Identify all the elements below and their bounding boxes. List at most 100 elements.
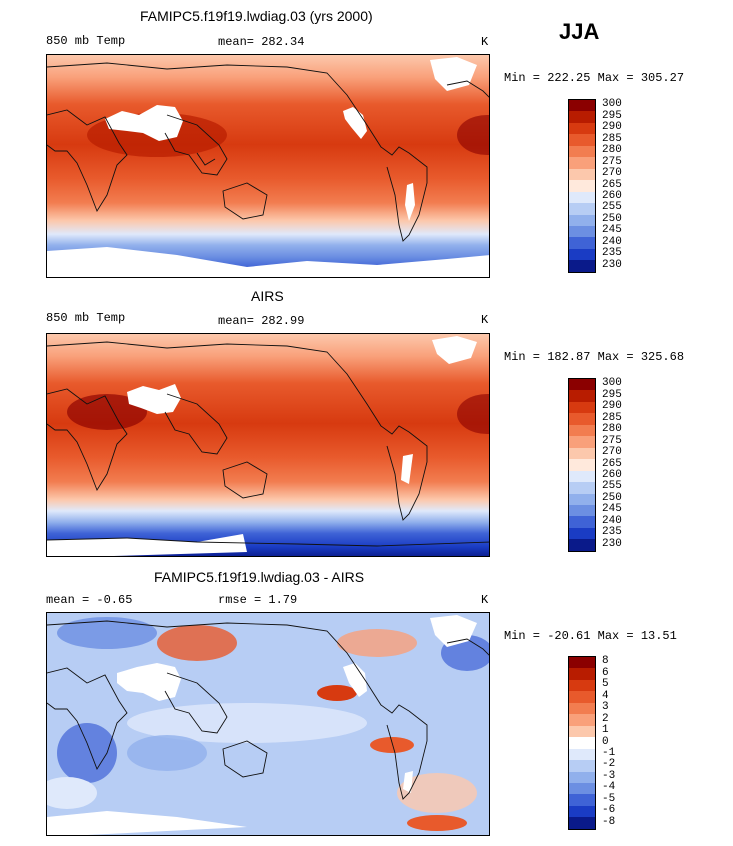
panel2-field — [47, 334, 489, 556]
panel3-colorbar — [568, 656, 596, 830]
panel3-title: FAMIPC5.f19f19.lwdiag.03 - AIRS — [154, 569, 365, 585]
colorbar-tick-label: 260 — [602, 189, 622, 202]
colorbar-swatch — [569, 470, 595, 483]
colorbar-swatch — [569, 691, 595, 703]
panel1-andes-mask — [405, 183, 415, 221]
colorbar-swatch — [569, 436, 595, 448]
colorbar-tick-label: -2 — [602, 758, 616, 771]
colorbar-tick-label: 250 — [602, 212, 622, 225]
colorbar-tick-label: 275 — [602, 155, 622, 168]
colorbar-swatch — [569, 379, 595, 391]
colorbar-tick-label: 285 — [602, 132, 622, 145]
colorbar-swatch — [569, 714, 595, 726]
colorbar-tick-label: 250 — [602, 491, 622, 504]
colorbar-swatch — [569, 413, 595, 425]
panel1-antarctica-mask — [47, 247, 489, 277]
colorbar-tick-label: -8 — [602, 815, 616, 828]
colorbar-swatch — [569, 225, 595, 238]
colorbar-tick-label: 3 — [602, 701, 609, 714]
colorbar-swatch — [569, 168, 595, 181]
colorbar-swatch — [569, 214, 595, 226]
colorbar-swatch — [569, 748, 595, 761]
panel1-tibet-mask — [105, 105, 183, 141]
colorbar-swatch — [569, 679, 595, 692]
panel3-anomalies — [47, 617, 489, 831]
colorbar-swatch — [569, 191, 595, 204]
panel2-tibet-mask — [127, 384, 181, 414]
colorbar-swatch — [569, 771, 595, 783]
panel2-mean-label: mean= 282.99 — [218, 314, 305, 328]
colorbar-tick-label: 6 — [602, 666, 609, 679]
panel3-map — [46, 612, 490, 836]
colorbar-swatch — [569, 539, 595, 551]
colorbar-swatch — [569, 482, 595, 494]
panel1-variable-label: 850 mb Temp — [46, 34, 126, 48]
panel1-mean-label: mean= 282.34 — [218, 35, 305, 49]
colorbar-tick-label: -3 — [602, 769, 616, 782]
colorbar-tick-label: 240 — [602, 514, 622, 527]
colorbar-tick-label: 265 — [602, 457, 622, 470]
colorbar-tick-label: 245 — [602, 503, 622, 516]
panel2-units: K — [481, 313, 489, 327]
colorbar-tick-label: -1 — [602, 746, 616, 759]
colorbar-tick-label: 270 — [602, 446, 622, 459]
colorbar-tick-label: 270 — [602, 167, 622, 180]
colorbar-tick-label: -6 — [602, 804, 616, 817]
panel3-minmax: Min = -20.61 Max = 13.51 — [504, 629, 677, 643]
colorbar-tick-label: 260 — [602, 468, 622, 481]
colorbar-swatch — [569, 424, 595, 437]
panel1-map — [46, 54, 490, 278]
colorbar-tick-label: 295 — [602, 109, 622, 122]
panel3-antarctica-mask — [47, 811, 247, 835]
panel1-rockies-mask — [343, 107, 367, 139]
season-label: JJA — [559, 19, 600, 44]
colorbar-tick-label: 230 — [602, 537, 622, 550]
panel2-antarctica-mask — [47, 534, 247, 556]
colorbar-swatch — [569, 122, 595, 135]
panel2-map — [46, 333, 490, 557]
panel1-title: FAMIPC5.f19f19.lwdiag.03 (yrs 2000) — [140, 8, 373, 24]
panel2-hot-arabia — [67, 394, 147, 430]
colorbar-swatch — [569, 111, 595, 123]
colorbar-tick-label: 235 — [602, 247, 622, 260]
colorbar-tick-label: 255 — [602, 201, 622, 214]
colorbar-tick-label: 235 — [602, 526, 622, 539]
colorbar-tick-label: -4 — [602, 781, 616, 794]
panel2-title: AIRS — [251, 288, 284, 304]
colorbar-tick-label: 255 — [602, 480, 622, 493]
panel1-coastlines — [47, 62, 489, 242]
colorbar-swatch — [569, 100, 595, 112]
colorbar-swatch — [569, 737, 595, 749]
colorbar-tick-label: 1 — [602, 724, 609, 737]
colorbar-tick-label: 275 — [602, 434, 622, 447]
colorbar-swatch — [569, 760, 595, 772]
colorbar-swatch — [569, 390, 595, 402]
panel1-colorbar — [568, 99, 596, 273]
colorbar-swatch — [569, 504, 595, 517]
colorbar-swatch — [569, 817, 595, 829]
colorbar-swatch — [569, 248, 595, 261]
colorbar-tick-label: 280 — [602, 423, 622, 436]
colorbar-tick-label: 8 — [602, 655, 609, 668]
colorbar-swatch — [569, 668, 595, 680]
panel2-variable-label: 850 mb Temp — [46, 311, 126, 325]
colorbar-swatch — [569, 203, 595, 215]
colorbar-swatch — [569, 702, 595, 715]
colorbar-tick-label: 230 — [602, 258, 622, 271]
panel2-coastlines — [47, 341, 489, 547]
panel1-field — [47, 55, 489, 277]
panel3-units: K — [481, 593, 489, 607]
colorbar-swatch — [569, 516, 595, 528]
colorbar-swatch — [569, 134, 595, 146]
colorbar-swatch — [569, 260, 595, 272]
panel2-minmax: Min = 182.87 Max = 325.68 — [504, 350, 685, 364]
colorbar-tick-label: 4 — [602, 689, 609, 702]
panel3-rmse-label: rmse = 1.79 — [218, 593, 298, 607]
colorbar-swatch — [569, 157, 595, 169]
colorbar-tick-label: 2 — [602, 712, 609, 725]
panel2-colorbar — [568, 378, 596, 552]
colorbar-swatch — [569, 657, 595, 669]
colorbar-swatch — [569, 805, 595, 818]
colorbar-tick-label: 285 — [602, 411, 622, 424]
colorbar-tick-label: 300 — [602, 98, 622, 111]
